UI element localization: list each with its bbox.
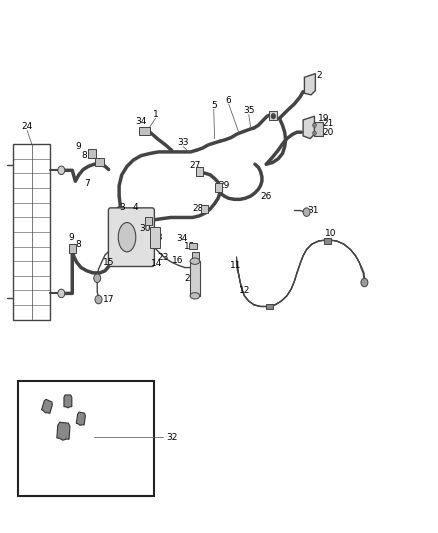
Bar xyxy=(215,183,222,192)
Circle shape xyxy=(361,278,368,287)
Text: 21: 21 xyxy=(323,119,334,128)
Circle shape xyxy=(303,208,310,216)
Bar xyxy=(324,238,331,244)
Bar xyxy=(314,122,323,136)
Text: 32: 32 xyxy=(166,433,177,441)
Text: 31: 31 xyxy=(307,206,319,215)
Text: 30: 30 xyxy=(139,224,150,232)
Text: 3: 3 xyxy=(119,204,125,212)
FancyBboxPatch shape xyxy=(109,208,154,266)
Text: 35: 35 xyxy=(243,107,254,115)
Text: 24: 24 xyxy=(21,123,33,131)
Circle shape xyxy=(313,131,316,135)
Text: 4: 4 xyxy=(132,204,138,212)
Bar xyxy=(189,243,197,249)
Polygon shape xyxy=(57,422,70,440)
Text: 29: 29 xyxy=(219,181,230,190)
Text: 34: 34 xyxy=(135,117,147,126)
Text: 6: 6 xyxy=(226,96,232,104)
Text: 16: 16 xyxy=(172,256,183,264)
Text: 28: 28 xyxy=(192,205,204,213)
Text: 15: 15 xyxy=(103,258,114,266)
Text: 26: 26 xyxy=(261,192,272,200)
Text: 9: 9 xyxy=(68,233,74,241)
Text: 34: 34 xyxy=(176,235,187,243)
Bar xyxy=(145,217,152,225)
Text: 27: 27 xyxy=(189,161,201,169)
Bar xyxy=(95,158,104,166)
Circle shape xyxy=(94,274,101,282)
Text: 10: 10 xyxy=(325,229,336,238)
Polygon shape xyxy=(76,412,85,425)
Text: 33: 33 xyxy=(177,139,189,147)
Text: 17: 17 xyxy=(103,295,114,304)
Text: 2: 2 xyxy=(316,71,321,80)
Circle shape xyxy=(271,114,276,119)
Text: 7: 7 xyxy=(84,180,90,188)
Bar xyxy=(196,167,203,176)
Text: 8: 8 xyxy=(75,240,81,248)
Text: 5: 5 xyxy=(211,101,217,110)
Circle shape xyxy=(313,123,316,127)
Bar xyxy=(69,244,76,253)
Text: 13: 13 xyxy=(184,242,195,251)
Bar xyxy=(266,304,273,309)
Polygon shape xyxy=(64,395,72,408)
Polygon shape xyxy=(42,399,53,414)
Bar xyxy=(190,261,200,296)
Text: 12: 12 xyxy=(239,286,250,295)
Bar xyxy=(150,227,159,248)
Text: 20: 20 xyxy=(323,128,334,136)
Text: 8: 8 xyxy=(81,151,87,160)
Text: 14: 14 xyxy=(151,260,162,268)
Text: 18: 18 xyxy=(152,233,163,241)
Text: 11: 11 xyxy=(230,261,241,270)
Bar xyxy=(201,205,208,213)
Bar xyxy=(139,127,150,135)
Circle shape xyxy=(95,295,102,304)
Bar xyxy=(18,381,154,496)
Bar xyxy=(269,111,277,120)
Text: 25: 25 xyxy=(185,274,196,282)
Ellipse shape xyxy=(118,222,136,252)
Bar xyxy=(192,252,199,260)
Ellipse shape xyxy=(190,258,200,264)
Text: 9: 9 xyxy=(75,142,81,151)
Bar xyxy=(88,149,96,158)
Text: 1: 1 xyxy=(152,110,159,119)
Bar xyxy=(13,144,50,320)
Text: 19: 19 xyxy=(318,114,330,123)
Circle shape xyxy=(58,166,65,175)
Polygon shape xyxy=(303,116,314,139)
Circle shape xyxy=(58,289,65,297)
Ellipse shape xyxy=(190,293,200,299)
Text: 23: 23 xyxy=(158,253,169,262)
Polygon shape xyxy=(304,74,315,95)
